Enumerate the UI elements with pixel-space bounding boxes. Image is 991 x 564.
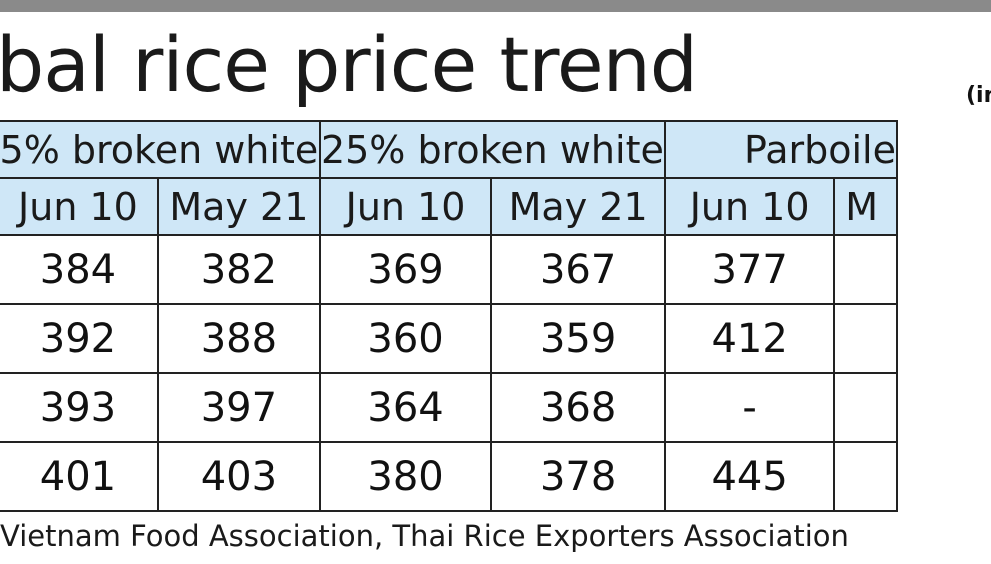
price-table-container: 5% broken white 25% broken white Parboil… <box>0 120 991 513</box>
value-cell: 378 <box>490 441 666 512</box>
value-cell <box>833 303 898 374</box>
value-cell: 388 <box>156 303 321 374</box>
chart-title: bal rice price trend <box>0 20 698 109</box>
value-cell: 403 <box>156 441 321 512</box>
value-cell: - <box>663 372 836 443</box>
unit-note: (in <box>966 83 991 108</box>
value-cell: 377 <box>663 234 836 305</box>
value-cell: 384 <box>0 234 159 305</box>
value-cell: 380 <box>318 441 493 512</box>
value-cell: 412 <box>663 303 836 374</box>
value-cell <box>833 372 898 443</box>
value-cell: 393 <box>0 372 159 443</box>
value-cell <box>833 441 898 512</box>
value-cell: 359 <box>490 303 666 374</box>
value-cell <box>833 234 898 305</box>
value-cell: 368 <box>490 372 666 443</box>
table-row: tan 392 388 360 359 412 <box>0 303 898 374</box>
table-row: and 401 403 380 378 445 <box>0 441 898 512</box>
value-cell: 397 <box>156 372 321 443</box>
value-cell: 445 <box>663 441 836 512</box>
sub-header-5: Jun 10 <box>663 177 836 236</box>
table-row: am 393 397 364 368 - <box>0 372 898 443</box>
top-band <box>0 0 991 12</box>
group-header-5pct: 5% broken white <box>0 120 321 179</box>
value-cell: 382 <box>156 234 321 305</box>
sub-header-1: Jun 10 <box>0 177 159 236</box>
value-cell: 364 <box>318 372 493 443</box>
group-header-parboiled: Parboile <box>663 120 899 179</box>
sub-header-3: Jun 10 <box>318 177 493 236</box>
value-cell: 360 <box>318 303 493 374</box>
value-cell: 392 <box>0 303 159 374</box>
price-table: 5% broken white 25% broken white Parboil… <box>0 120 899 512</box>
value-cell: 367 <box>490 234 666 305</box>
sub-header-4: May 21 <box>490 177 666 236</box>
table-row: 384 382 369 367 377 <box>0 234 898 305</box>
value-cell: 401 <box>0 441 159 512</box>
source-note: Vietnam Food Association, Thai Rice Expo… <box>0 519 849 553</box>
sub-header-6: M <box>833 177 898 236</box>
sub-header-2: May 21 <box>156 177 321 236</box>
value-cell: 369 <box>318 234 493 305</box>
group-header-25pct: 25% broken white <box>318 120 666 179</box>
